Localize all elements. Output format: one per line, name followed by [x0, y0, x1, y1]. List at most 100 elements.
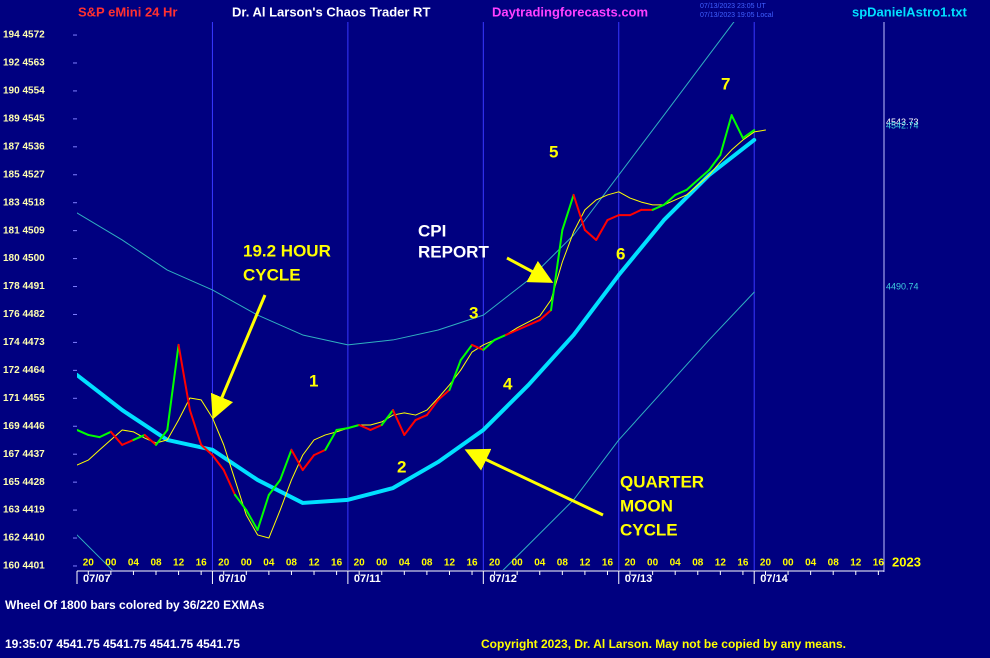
x-tick-label: 08 [150, 558, 162, 569]
x-tick-label: 04 [534, 558, 546, 569]
x-tick-label: 08 [692, 558, 704, 569]
y-tick-label: 176 4482 [3, 309, 45, 320]
y-tick-label: 180 4500 [3, 253, 45, 264]
price-segment [504, 328, 519, 336]
wave-label: 5 [549, 142, 558, 161]
x-tick-label: 20 [354, 558, 366, 569]
series-line [77, 137, 757, 505]
x-tick-label: 12 [308, 558, 320, 569]
timestamp: 07/13/2023 23:05 UT [700, 3, 766, 10]
source: Daytradingforecasts.com [492, 4, 648, 19]
y-tick-label: 165 4428 [3, 477, 45, 488]
price-segment [719, 114, 733, 156]
x-tick-label: 04 [263, 558, 275, 569]
price-segment [392, 409, 406, 436]
x-tick-label: 12 [850, 558, 862, 569]
axes: 160 4401 162 4410 163 4419 165 4428 167 4437… [3, 22, 919, 585]
timestamp: 07/13/2023 19:05 Local [700, 12, 774, 19]
year-label: 2023 [892, 554, 921, 569]
price-segment [482, 338, 496, 351]
y-tick-label: 174 4473 [3, 337, 45, 348]
price-segment [313, 448, 327, 457]
price-segment [437, 388, 451, 401]
x-tick-label: 00 [512, 558, 524, 569]
file-name: spDanielAstro1.txt [852, 4, 968, 19]
price-segment [583, 229, 598, 241]
price-label: 4543.73 [886, 117, 919, 127]
x-tick-label: 20 [218, 558, 230, 569]
x-tick-label: 16 [602, 558, 614, 569]
price-label: 4542.74 [886, 120, 919, 130]
price-segment [471, 343, 485, 351]
wave-label: 2 [397, 457, 406, 476]
annotation: CPI [418, 221, 446, 240]
x-tick-label: 00 [783, 558, 795, 569]
arrow [464, 448, 604, 517]
x-tick-label: 12 [444, 558, 456, 569]
x-tick-label: 00 [105, 558, 117, 569]
annotation: 19.2 HOUR [243, 241, 331, 260]
price-segment [267, 478, 282, 496]
price-segment [109, 430, 124, 446]
y-tick-label: 190 4554 [3, 86, 45, 97]
x-tick-label: 04 [128, 558, 140, 569]
x-tick-label: 04 [670, 558, 682, 569]
price-segment [155, 428, 169, 446]
y-tick-label: 167 4437 [3, 449, 45, 460]
price-segment [696, 169, 711, 182]
date-label: 07/12 [489, 573, 517, 585]
price-segment [380, 409, 395, 427]
price-segment [143, 433, 158, 446]
grid [211, 22, 755, 570]
price-segment [595, 219, 609, 241]
plot-area [77, 22, 766, 570]
y-tick-label: 181 4509 [3, 225, 45, 236]
x-tick-label: 12 [579, 558, 591, 569]
y-tick-label: 185 4527 [3, 169, 45, 180]
x-tick-label: 08 [828, 558, 840, 569]
series-line [77, 129, 766, 539]
date-label: 07/10 [218, 573, 246, 585]
x-tick-label: 20 [489, 558, 501, 569]
date-label: 07/07 [83, 573, 111, 585]
price-segment [222, 469, 237, 496]
price-segment [662, 193, 677, 206]
x-tick-label: 20 [624, 558, 636, 569]
y-tick-label: 163 4419 [3, 505, 45, 516]
annotation: CYCLE [620, 520, 678, 539]
copyright: Copyright 2023, Dr. Al Larson. May not b… [481, 637, 846, 651]
wave-label: 6 [616, 244, 625, 263]
x-tick-label: 08 [557, 558, 569, 569]
x-tick-label: 12 [173, 558, 185, 569]
wave-label: 7 [721, 74, 730, 93]
price-segment [290, 448, 304, 472]
y-tick-label: 162 4410 [3, 533, 45, 544]
x-tick-label: 16 [737, 558, 749, 569]
x-tick-label: 04 [805, 558, 817, 569]
price-segment [527, 319, 541, 327]
x-tick-label: 20 [83, 558, 95, 569]
price-segment [234, 493, 248, 512]
x-tick-label: 08 [421, 558, 433, 569]
footer-note: Wheel Of 1800 bars colored by 36/220 EXM… [5, 598, 265, 612]
annotation: QUARTER [620, 472, 704, 491]
price-segment [301, 454, 316, 472]
y-tick-label: 178 4491 [3, 281, 45, 292]
chart-subtitle: Dr. Al Larson's Chaos Trader RT [232, 4, 430, 19]
price-segment [459, 343, 474, 362]
x-tick-label: 04 [399, 558, 411, 569]
x-tick-label: 16 [873, 558, 885, 569]
price-segment [346, 424, 361, 430]
price-segment [606, 214, 620, 222]
price-segment [256, 493, 270, 531]
x-tick-label: 00 [241, 558, 253, 569]
annotation: MOON [620, 496, 673, 515]
price-segment [448, 359, 462, 391]
price-segment [358, 424, 372, 431]
annotation: CYCLE [243, 265, 301, 284]
price-segment [651, 203, 665, 211]
price-segment [87, 433, 101, 439]
y-tick-label: 169 4446 [3, 421, 45, 432]
series-line [77, 22, 735, 346]
